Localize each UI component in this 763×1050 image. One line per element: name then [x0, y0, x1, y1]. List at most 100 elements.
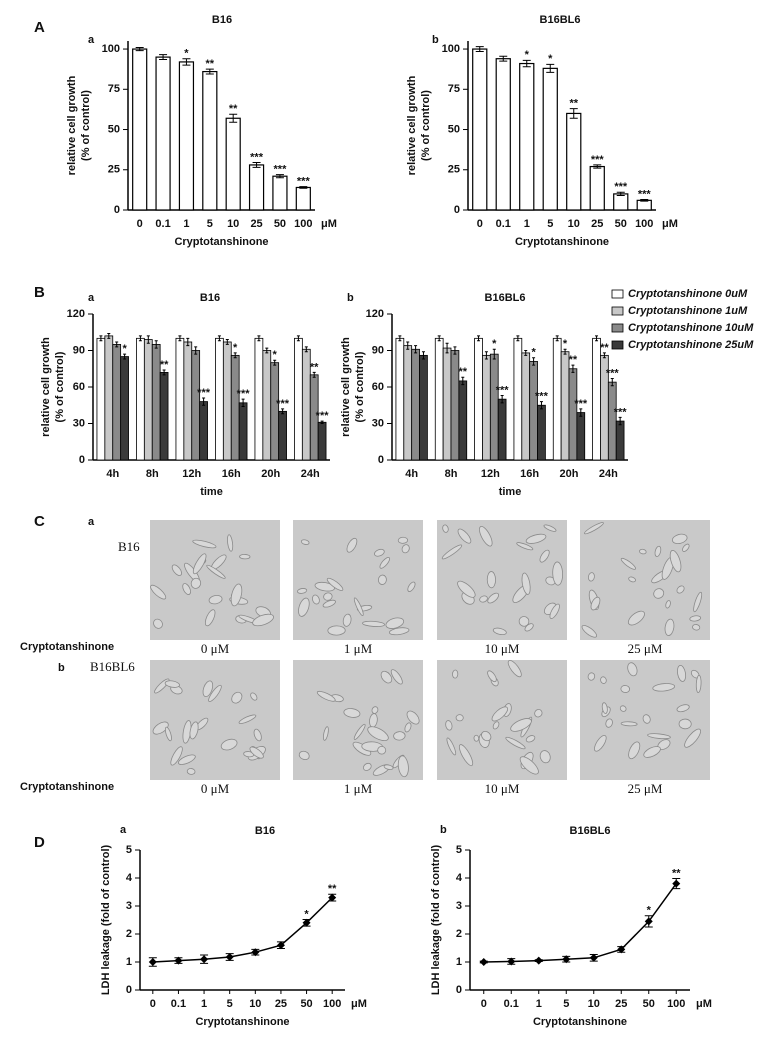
cell	[692, 624, 701, 631]
y-tick-label: 90	[372, 344, 384, 356]
error-bar	[618, 416, 622, 426]
y-axis-label: relative cell growth	[406, 75, 418, 175]
bar	[519, 62, 535, 211]
panel-label: a	[120, 824, 127, 836]
panel-label: b	[432, 34, 439, 46]
cell	[393, 731, 406, 741]
x-tick-label: 8h	[445, 468, 458, 480]
significance: **	[206, 58, 215, 70]
cell	[492, 721, 500, 730]
bar	[529, 361, 538, 461]
bar	[222, 341, 232, 461]
y-tick-label: 90	[73, 344, 85, 356]
error-bar	[610, 377, 614, 387]
cell	[441, 544, 463, 560]
bar	[254, 337, 264, 461]
y-tick-label: 5	[126, 844, 132, 856]
significance: ***	[591, 154, 605, 166]
y-tick-label: 30	[73, 417, 85, 429]
x-tick-label: 50	[643, 998, 655, 1010]
x-tick-label: 24h	[301, 468, 320, 480]
significance: *	[531, 347, 536, 359]
chart-title: B16BL6	[570, 825, 611, 837]
cell	[343, 708, 361, 718]
cell	[654, 545, 662, 557]
x-tick-label: 8h	[146, 468, 159, 480]
dose-label: 1 μM	[344, 641, 373, 656]
cell	[206, 564, 226, 579]
bar	[215, 337, 224, 461]
significance: ***	[274, 163, 288, 175]
marker	[328, 893, 337, 902]
y-tick-label: 100	[102, 43, 120, 55]
bar	[403, 345, 413, 461]
y-tick-label: 1	[126, 956, 132, 968]
cell	[627, 662, 638, 677]
cell	[620, 685, 631, 693]
legend-label: Cryptotanshinone 1uM	[628, 305, 748, 317]
error-bar	[492, 348, 496, 360]
cell	[342, 613, 352, 627]
cell	[397, 755, 409, 778]
significance: **	[328, 883, 337, 895]
x-tick-label: 5	[563, 998, 569, 1010]
x-tick-label: 0.1	[504, 998, 519, 1010]
cell	[457, 528, 472, 544]
bar	[120, 356, 129, 461]
error-bar	[414, 345, 418, 354]
cell	[487, 670, 497, 683]
micrograph	[437, 520, 567, 640]
bar	[395, 337, 405, 461]
y-tick-label: 0	[114, 204, 120, 216]
y-tick-label: 0	[454, 204, 460, 216]
bar	[636, 199, 652, 211]
cell	[220, 738, 238, 751]
error-bar	[225, 339, 229, 345]
bar	[411, 348, 420, 461]
error-bar	[299, 186, 308, 189]
marker	[617, 945, 626, 954]
y-tick-label: 120	[366, 308, 384, 320]
y-tick-label: 3	[456, 900, 462, 912]
error-bar	[484, 351, 488, 360]
cell	[362, 762, 372, 771]
chart-title: B16	[255, 825, 275, 837]
bar	[552, 337, 562, 461]
cell	[647, 733, 671, 740]
x-tick-label: 5	[547, 218, 553, 230]
error-bar	[252, 162, 261, 168]
bar	[495, 58, 511, 211]
bar	[615, 420, 625, 461]
cell	[664, 618, 675, 636]
marker	[534, 956, 543, 965]
error-bar	[159, 54, 168, 61]
cell	[487, 592, 499, 604]
cell	[362, 620, 386, 627]
significance: ***	[496, 384, 510, 396]
significance: ***	[614, 406, 628, 418]
cell	[445, 720, 453, 731]
x-tick-label: 24h	[599, 468, 618, 480]
cell	[322, 726, 329, 741]
cell	[676, 704, 690, 713]
error-bar	[123, 353, 127, 360]
error-bar	[546, 63, 555, 73]
legend-label: Cryptotanshinone 25uM	[628, 339, 754, 351]
error-bar	[445, 342, 449, 354]
marker	[302, 918, 311, 927]
significance: *	[122, 343, 127, 355]
bar	[178, 61, 195, 211]
cell	[676, 585, 685, 594]
y-tick-label: 75	[448, 83, 460, 95]
significance: **	[600, 342, 609, 354]
y-axis-label: relative cell growth	[40, 337, 52, 437]
cell	[594, 735, 607, 752]
error-bar	[516, 335, 520, 342]
cell	[389, 627, 410, 636]
bar	[589, 165, 605, 211]
figure-label: B	[34, 284, 45, 301]
y-tick-label: 120	[67, 308, 85, 320]
cell	[153, 618, 163, 629]
significance: ***	[250, 151, 264, 163]
significance: ***	[316, 410, 330, 422]
